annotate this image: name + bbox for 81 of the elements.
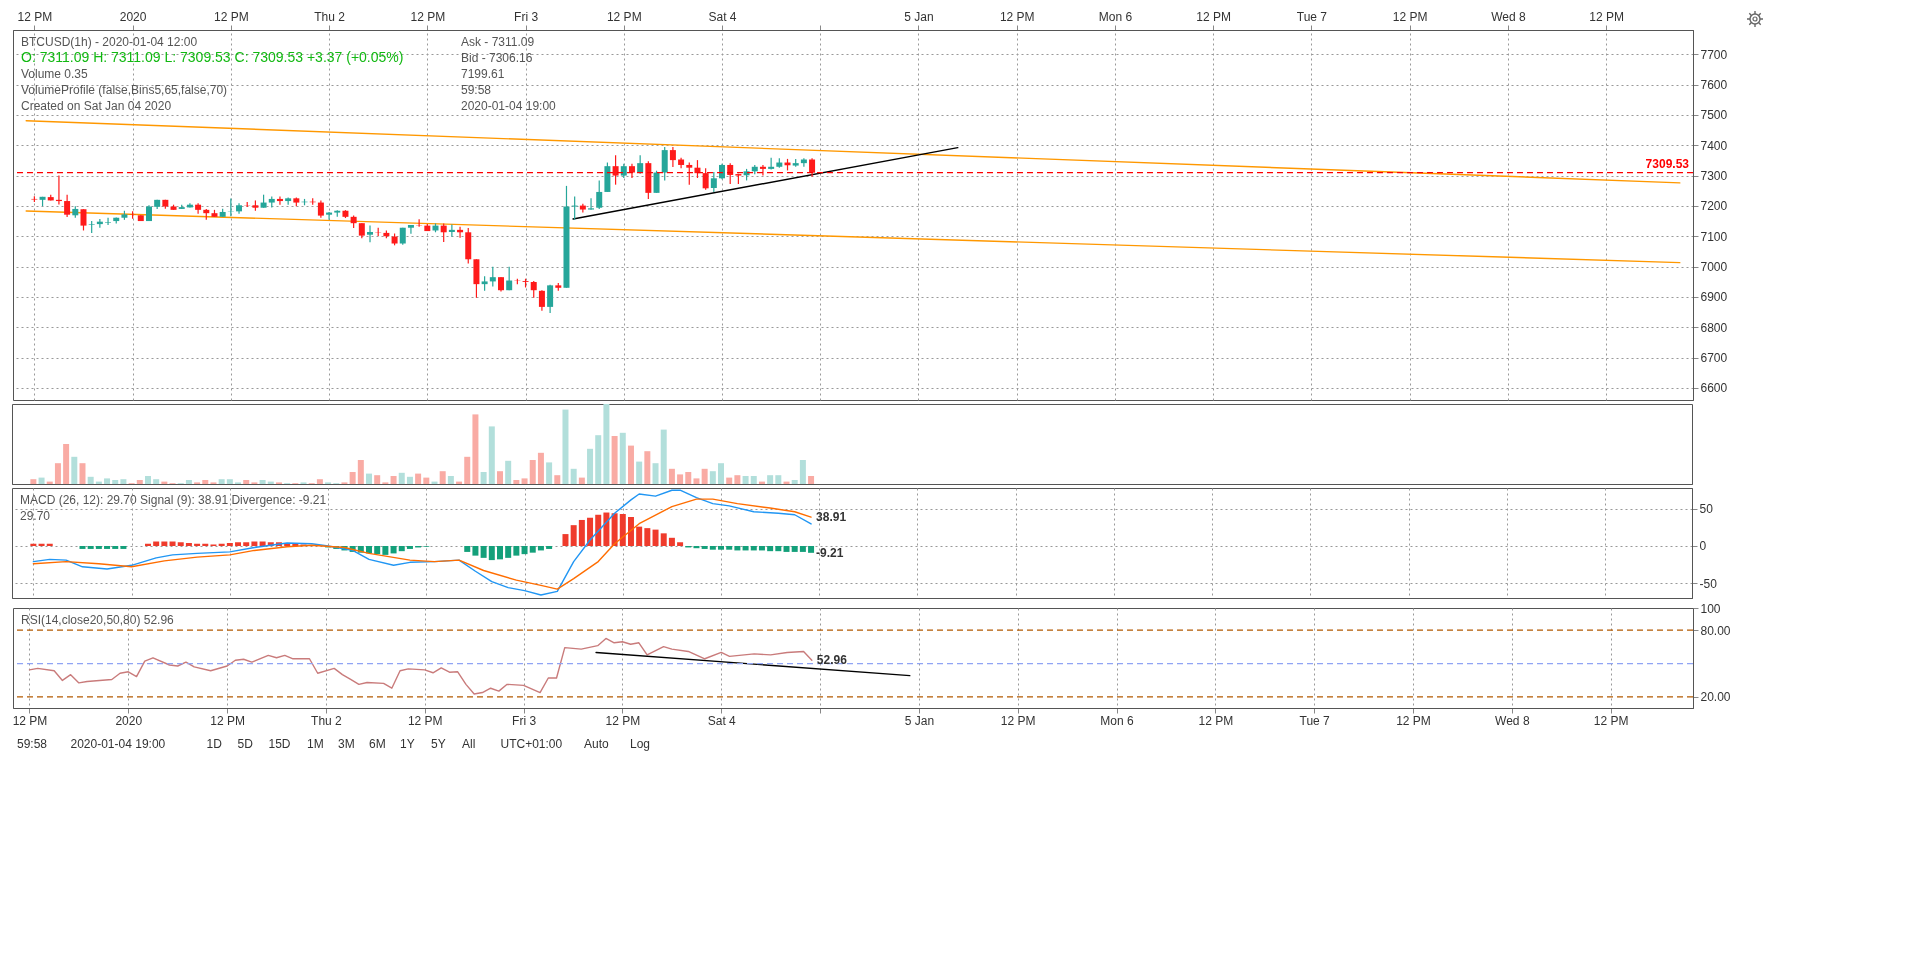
y-tick-label: 7700 xyxy=(1700,47,1728,62)
x-tick-label: 2020 xyxy=(119,9,147,24)
text: Log xyxy=(630,737,651,751)
x-tick-label: Wed 8 xyxy=(1491,9,1526,24)
x-tick-label: 12 PM xyxy=(410,9,446,24)
text: O: 7311.09 H: 7311.09 L: 7309.53 C: 7309.53 +3.37 (+0.05%) xyxy=(21,49,404,65)
y-tick-label: 7600 xyxy=(1700,78,1728,93)
x-tick-label: Thu 2 xyxy=(311,713,343,728)
x-tick-label: Wed 8 xyxy=(1495,713,1530,728)
annotation: -9.21 xyxy=(816,545,844,560)
x-tick-label: 12 PM xyxy=(12,713,48,728)
y-tick-label: 7000 xyxy=(1700,260,1728,275)
y-tick-label: 7400 xyxy=(1700,138,1728,153)
text: All xyxy=(462,737,476,751)
annotation: Created on Sat Jan 04 2020 xyxy=(21,99,172,113)
y-tick-label: -50 xyxy=(1699,576,1718,591)
annotation: 7199.61 xyxy=(461,67,505,81)
text: 5Y xyxy=(431,737,446,751)
x-tick-label: Fri 3 xyxy=(514,9,539,24)
x-tick-label: 2020 xyxy=(115,713,143,728)
text: 5D xyxy=(237,737,254,751)
y-tick-label: 6600 xyxy=(1700,381,1728,396)
x-tick-label: Fri 3 xyxy=(512,713,537,728)
chart-title: RSI(14,close20,50,80) 52.96 xyxy=(21,613,175,627)
text: UTC+01:00 xyxy=(500,737,563,751)
annotation: 2020-01-04 19:00 xyxy=(461,99,557,113)
x-tick-label: Sat 4 xyxy=(708,9,737,24)
x-tick-label: 12 PM xyxy=(17,9,53,24)
x-tick-label: 12 PM xyxy=(407,713,443,728)
x-tick-label: 12 PM xyxy=(606,9,642,24)
text: 1M xyxy=(307,737,324,751)
annotation: 29.70 xyxy=(20,509,51,523)
x-tick-label: Mon 6 xyxy=(1100,713,1135,728)
x-tick-label: 12 PM xyxy=(1198,713,1234,728)
y-tick-label: 6800 xyxy=(1700,320,1728,335)
x-tick-label: 12 PM xyxy=(1196,9,1232,24)
y-tick-label: 50 xyxy=(1699,502,1714,517)
x-tick-label: 12 PM xyxy=(210,713,245,728)
y-tick-label: 6700 xyxy=(1700,351,1728,366)
text: 3M xyxy=(338,737,355,751)
x-tick-label: 12 PM xyxy=(605,713,641,728)
x-tick-label: Tue 7 xyxy=(1299,713,1331,728)
annotation: VolumeProfile (false,Bins5,65,false,70) xyxy=(21,83,228,97)
y-tick-label: 0 xyxy=(1699,539,1707,554)
y-tick-label: 20.00 xyxy=(1700,690,1731,705)
annotation: Bid - 7306.16 xyxy=(461,51,533,65)
annotation: Ask - 7311.09 xyxy=(461,35,535,49)
annotation: 59:58 xyxy=(461,83,492,97)
text: 6M xyxy=(369,737,386,751)
x-tick-label: Tue 7 xyxy=(1296,9,1328,24)
x-tick-label: Thu 2 xyxy=(314,9,346,24)
x-tick-label: 12 PM xyxy=(214,9,249,24)
text: 1D xyxy=(206,737,223,751)
text: 59:58 xyxy=(17,737,48,751)
text: 1Y xyxy=(400,737,415,751)
annotation: 38.91 xyxy=(816,510,847,525)
ref-line-label: 7309.53 xyxy=(1645,156,1690,171)
x-tick-label: 12 PM xyxy=(999,9,1035,24)
text: 2020-01-04 19:00 xyxy=(70,737,166,751)
text: Auto xyxy=(584,737,610,751)
x-tick-label: Mon 6 xyxy=(1098,9,1133,24)
y-tick-label: 80.00 xyxy=(1700,623,1731,638)
y-tick-label: 7500 xyxy=(1700,108,1728,123)
annotation: Volume 0.35 xyxy=(21,67,89,81)
x-tick-label: Sat 4 xyxy=(707,713,737,728)
y-tick-label: 7300 xyxy=(1700,169,1728,184)
x-tick-label: 12 PM xyxy=(1589,9,1624,24)
y-tick-label: 7100 xyxy=(1700,229,1728,244)
x-tick-label: 12 PM xyxy=(1392,9,1428,24)
y-tick-label: 100 xyxy=(1700,601,1721,616)
x-tick-label: 12 PM xyxy=(1396,713,1431,728)
x-tick-label: 12 PM xyxy=(1000,713,1036,728)
chart-title: MACD (26, 12): 29.70 Signal (9): 38.91 Divergence: -9.21 xyxy=(20,493,327,507)
x-tick-label: 5 Jan xyxy=(904,9,934,24)
y-tick-label: 7200 xyxy=(1700,199,1728,214)
annotation: 52.96 xyxy=(816,653,848,668)
text: 15D xyxy=(268,737,291,751)
chart-title: BTCUSD(1h) - 2020-01-04 12:00 xyxy=(21,35,198,49)
x-tick-label: 12 PM xyxy=(1593,713,1629,728)
x-tick-label: 5 Jan xyxy=(904,713,935,728)
y-tick-label: 6900 xyxy=(1700,290,1728,305)
